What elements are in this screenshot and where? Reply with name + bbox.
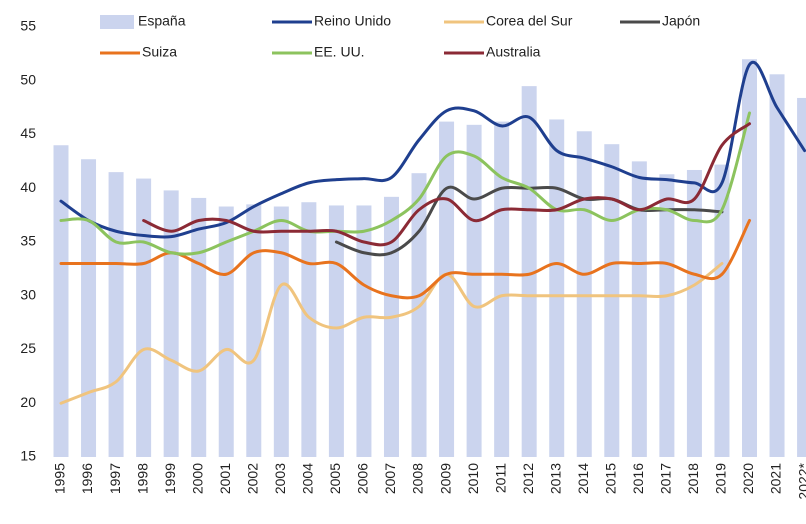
legend-item: Japón (620, 13, 700, 29)
bar (328, 205, 344, 457)
legend-label: EE. UU. (314, 44, 365, 60)
x-tick-label: 2014 (575, 463, 591, 494)
legend-label: Corea del Sur (486, 13, 573, 29)
y-tick-label: 35 (20, 233, 36, 249)
y-tick-label: 30 (20, 286, 36, 302)
bar (714, 164, 730, 457)
legend-item: Suiza (100, 44, 177, 60)
x-tick-label: 2005 (327, 463, 343, 494)
legend-label: Australia (486, 44, 541, 60)
y-tick-label: 20 (20, 394, 36, 410)
y-tick-label: 55 (20, 18, 36, 34)
y-tick-label: 15 (20, 448, 36, 464)
legend-item: Reino Unido (272, 13, 391, 29)
bar (659, 174, 675, 457)
x-tick-label: 2016 (630, 463, 646, 494)
x-tick-label: 2022* (795, 462, 806, 499)
x-tick-label: 2007 (382, 463, 398, 494)
bar (301, 202, 317, 457)
line-series (59, 60, 806, 239)
legend-label: Suiza (142, 44, 177, 60)
x-tick-label: 1996 (79, 463, 95, 494)
y-tick-label: 40 (20, 179, 36, 195)
bar (549, 119, 565, 457)
x-tick-label: 2006 (355, 463, 371, 494)
y-tick-label: 45 (20, 125, 36, 141)
x-tick-label: 2002 (244, 463, 260, 494)
bar (246, 204, 262, 457)
y-tick-label: 25 (20, 340, 36, 356)
bar (383, 196, 399, 457)
x-tick-label: 2013 (547, 463, 563, 494)
bar (797, 97, 806, 457)
legend-swatch (100, 15, 134, 29)
x-tick-label: 2010 (465, 463, 481, 494)
bar (494, 121, 510, 457)
x-tick-label: 2001 (217, 463, 233, 494)
x-tick-label: 2008 (410, 463, 426, 494)
x-tick-label: 2000 (189, 463, 205, 494)
legend-label: Reino Unido (314, 13, 391, 29)
bar (604, 144, 620, 458)
x-tick-label: 2021 (768, 463, 784, 494)
y-tick-label: 50 (20, 71, 36, 87)
bar (191, 197, 207, 458)
bar (273, 206, 289, 457)
legend-item: España (100, 13, 186, 29)
x-tick-label: 2012 (520, 463, 536, 494)
bar (742, 59, 757, 457)
bar (521, 86, 537, 457)
legend-item: EE. UU. (272, 44, 365, 60)
bar (136, 178, 152, 457)
bar (356, 205, 372, 457)
x-tick-label: 2004 (300, 463, 316, 494)
line-series (142, 122, 751, 247)
bar (81, 159, 97, 457)
bar (163, 190, 179, 457)
legend-item: Corea del Sur (444, 13, 573, 29)
bar (576, 131, 592, 457)
x-tick-label: 2003 (272, 463, 288, 494)
bar (53, 145, 69, 457)
x-tick-label: 2009 (437, 463, 453, 494)
x-tick-label: 2018 (685, 463, 701, 494)
x-tick-label: 1995 (52, 463, 68, 494)
bar (218, 206, 234, 457)
x-tick-label: 2019 (713, 463, 729, 494)
bar (108, 172, 124, 457)
bar (466, 124, 482, 457)
legend-item: Australia (444, 44, 541, 60)
line-series (59, 262, 724, 405)
legend-label: España (138, 13, 186, 29)
x-tick-label: 2011 (492, 463, 508, 493)
bar (769, 74, 785, 458)
bar (411, 173, 427, 457)
x-tick-label: 2017 (658, 463, 674, 494)
x-tick-label: 2020 (740, 463, 756, 494)
legend-label: Japón (662, 13, 700, 29)
x-tick-label: 1998 (134, 463, 150, 494)
bar (439, 121, 455, 457)
x-tick-label: 2015 (603, 463, 619, 494)
x-tick-label: 1997 (107, 463, 123, 494)
bar (686, 169, 702, 457)
x-tick-label: 1999 (162, 463, 178, 494)
bar (631, 161, 647, 457)
